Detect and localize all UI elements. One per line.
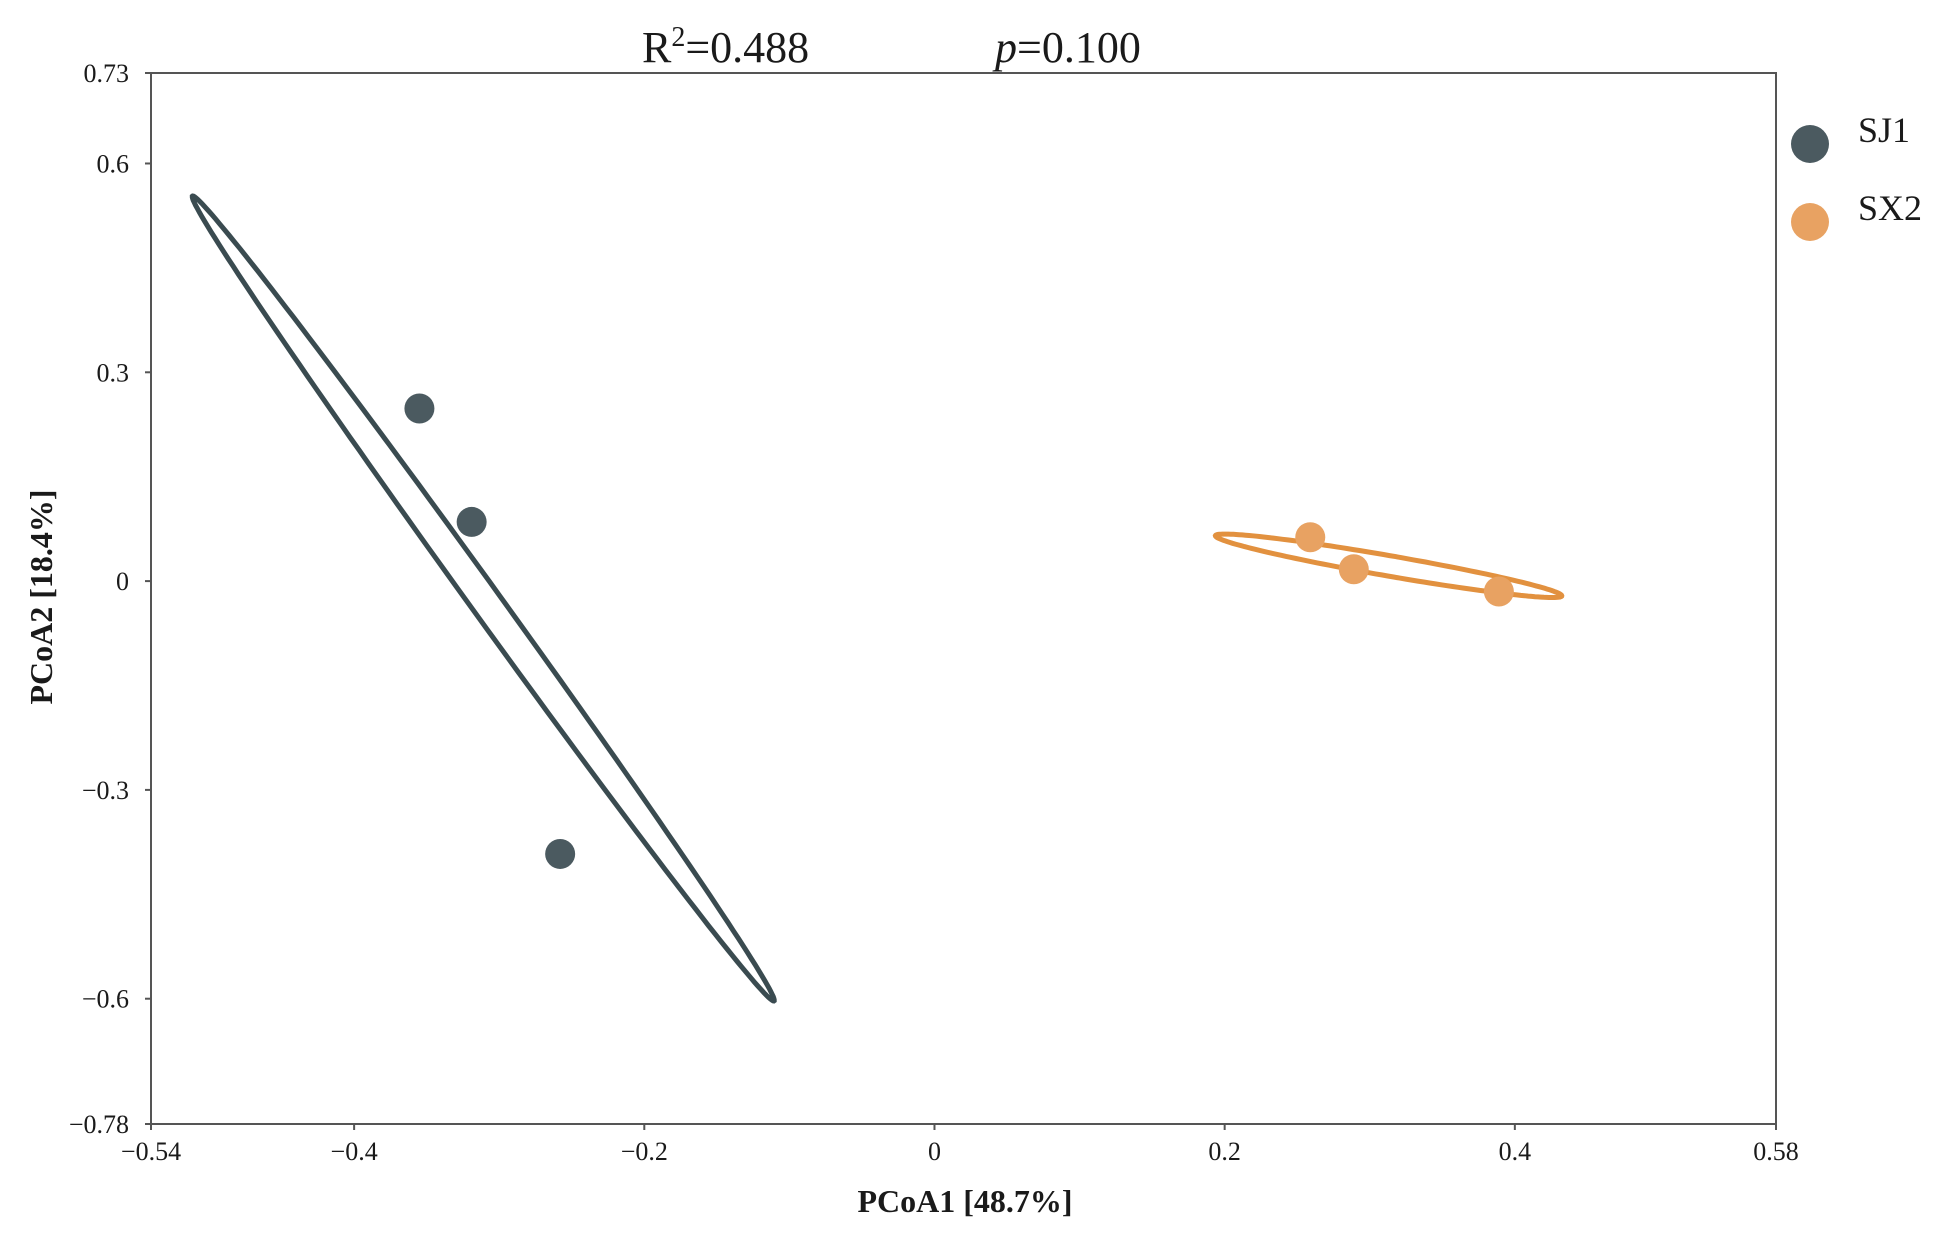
y-tick-label: 0.73 bbox=[84, 59, 130, 88]
x-tick-label: 0.4 bbox=[1499, 1137, 1532, 1166]
x-tick-label: 0.58 bbox=[1753, 1137, 1799, 1166]
legend-label-sx2: SX2 bbox=[1858, 188, 1922, 228]
point-sj1 bbox=[456, 506, 487, 537]
plot-area bbox=[150, 72, 1777, 1125]
x-tick-label: 0.2 bbox=[1208, 1137, 1241, 1166]
legend-label-sj1: SJ1 bbox=[1858, 110, 1910, 150]
data-points bbox=[404, 393, 1514, 869]
ellipse-sx2 bbox=[1212, 531, 1565, 600]
point-sj1 bbox=[545, 838, 576, 869]
x-axis: −0.54 −0.4 −0.2 0 0.2 0.4 0.58 bbox=[121, 1124, 1799, 1166]
y-tick-label: −0.6 bbox=[82, 985, 129, 1014]
point-sx2 bbox=[1338, 554, 1369, 585]
legend: SJ1 SX2 bbox=[1791, 110, 1922, 241]
r2-statistic: R2=0.488 bbox=[642, 22, 809, 72]
y-tick-label: 0 bbox=[116, 567, 129, 596]
y-tick-label: −0.78 bbox=[69, 1110, 129, 1139]
x-tick-label: 0 bbox=[928, 1137, 941, 1166]
y-axis-title: PCoA2 [18.4%] bbox=[23, 489, 59, 704]
p-value-statistic: p=0.100 bbox=[992, 23, 1141, 72]
legend-marker-sx2 bbox=[1791, 203, 1829, 241]
ellipse-sj1 bbox=[189, 193, 777, 1004]
x-axis-title: PCoA1 [48.7%] bbox=[857, 1183, 1072, 1219]
point-sj1 bbox=[404, 393, 435, 424]
y-tick-label: 0.3 bbox=[97, 358, 130, 387]
y-tick-label: −0.3 bbox=[82, 776, 129, 805]
point-sx2 bbox=[1295, 522, 1326, 553]
x-tick-label: −0.2 bbox=[621, 1137, 668, 1166]
x-tick-label: −0.4 bbox=[331, 1137, 378, 1166]
confidence-ellipses bbox=[189, 193, 1565, 1004]
x-tick-label: −0.54 bbox=[121, 1137, 181, 1166]
point-sx2 bbox=[1483, 576, 1514, 607]
y-axis: 0.73 0.6 0.3 0 −0.3 −0.6 −0.78 bbox=[69, 59, 151, 1139]
y-tick-label: 0.6 bbox=[97, 149, 130, 178]
legend-marker-sj1 bbox=[1791, 125, 1829, 163]
